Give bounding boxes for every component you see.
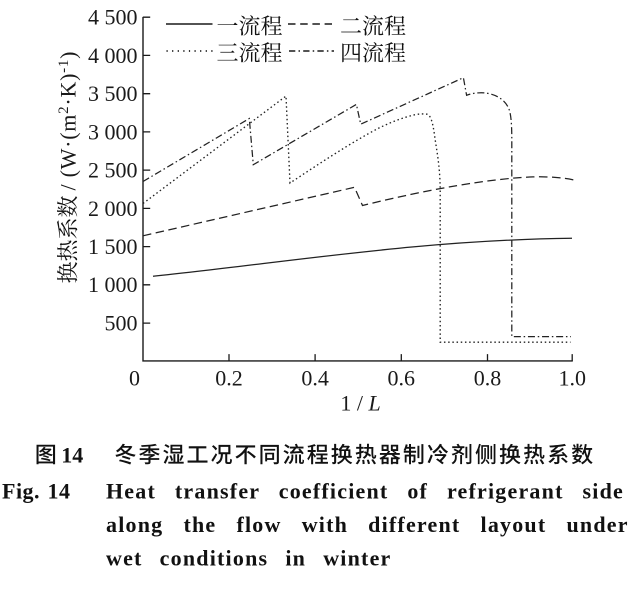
svg-text:0.2: 0.2 (215, 365, 243, 390)
svg-text:1 / L: 1 / L (340, 390, 380, 415)
svg-text:Fig. 14: Fig. 14 (2, 479, 70, 504)
svg-text:0.4: 0.4 (301, 365, 329, 390)
svg-text:4 000: 4 000 (88, 43, 138, 68)
svg-text:/ (W·(m2·K)-1): / (W·(m2·K)-1) (56, 52, 81, 191)
svg-text:0: 0 (129, 365, 140, 390)
svg-text:2 500: 2 500 (88, 158, 138, 183)
svg-text:wet conditions in winter: wet conditions in winter (106, 545, 392, 570)
svg-text:3 000: 3 000 (88, 119, 138, 144)
svg-text:Heat transfer coefficient of r: Heat transfer coefficient of refrigerant… (106, 479, 624, 504)
svg-text:2 000: 2 000 (88, 196, 138, 221)
svg-text:1 000: 1 000 (88, 272, 138, 297)
svg-text:1 500: 1 500 (88, 234, 138, 259)
svg-text:500: 500 (105, 311, 138, 336)
svg-text:1.0: 1.0 (558, 365, 586, 390)
svg-text:0.6: 0.6 (388, 365, 416, 390)
svg-text:4 500: 4 500 (88, 5, 138, 30)
svg-text:0.8: 0.8 (474, 365, 502, 390)
svg-text:along the flow with different: along the flow with different layout und… (106, 512, 629, 537)
svg-text:3 500: 3 500 (88, 81, 138, 106)
svg-text:14: 14 (61, 442, 83, 467)
